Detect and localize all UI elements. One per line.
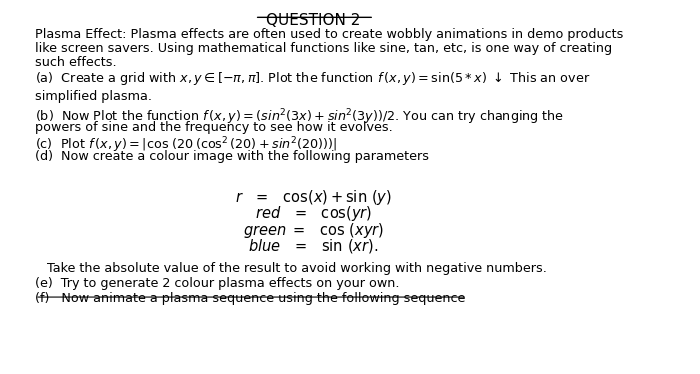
Text: $\mathit{red} \;\;\; = \;\;\; \cos(yr)$: $\mathit{red} \;\;\; = \;\;\; \cos(yr)$ [255, 204, 372, 223]
Text: $\mathit{green} \;= \;\;\; \cos\,(xyr)$: $\mathit{green} \;= \;\;\; \cos\,(xyr)$ [243, 221, 384, 240]
Text: like screen savers. Using mathematical functions like sine, tan, etc, is one way: like screen savers. Using mathematical f… [35, 42, 612, 55]
Text: simplified plasma.: simplified plasma. [35, 91, 152, 104]
Text: (e)  Try to generate 2 colour plasma effects on your own.: (e) Try to generate 2 colour plasma effe… [35, 277, 400, 289]
Text: $\mathit{blue} \;\;\; = \;\;\; \sin\,(xr).$: $\mathit{blue} \;\;\; = \;\;\; \sin\,(xr… [248, 237, 379, 255]
Text: QUESTION 2: QUESTION 2 [266, 13, 360, 28]
Text: (a)  Create a grid with $x, y \in [-\pi, \pi]$. Plot the function $f\,(x, y) = \: (a) Create a grid with $x, y \in [-\pi, … [35, 70, 591, 87]
Text: powers of sine and the frequency to see how it evolves.: powers of sine and the frequency to see … [35, 121, 393, 134]
Text: such effects.: such effects. [35, 56, 117, 69]
Text: (c)  Plot $f\,(x, y) = |\cos\,( 20\,(\cos^2(20) + \mathit{sin}^2(20)))|$: (c) Plot $f\,(x, y) = |\cos\,( 20\,(\cos… [35, 135, 337, 155]
Text: Plasma Effect: Plasma effects are often used to create wobbly animations in demo: Plasma Effect: Plasma effects are often … [35, 28, 624, 41]
Text: (b)  Now Plot the function $f\,(x, y) = (\mathit{sin}^2(3x) + \mathit{sin}^2(3y): (b) Now Plot the function $f\,(x, y) = (… [35, 107, 564, 127]
Text: Take the absolute value of the result to avoid working with negative numbers.: Take the absolute value of the result to… [48, 262, 547, 275]
Text: (f)   Now animate a plasma sequence using the following sequence: (f) Now animate a plasma sequence using … [35, 292, 466, 305]
Text: $r \;\;\; = \;\;\; \cos(x) + \sin\,(y)$: $r \;\;\; = \;\;\; \cos(x) + \sin\,(y)$ [235, 188, 392, 207]
Text: (d)  Now create a colour image with the following parameters: (d) Now create a colour image with the f… [35, 150, 429, 163]
